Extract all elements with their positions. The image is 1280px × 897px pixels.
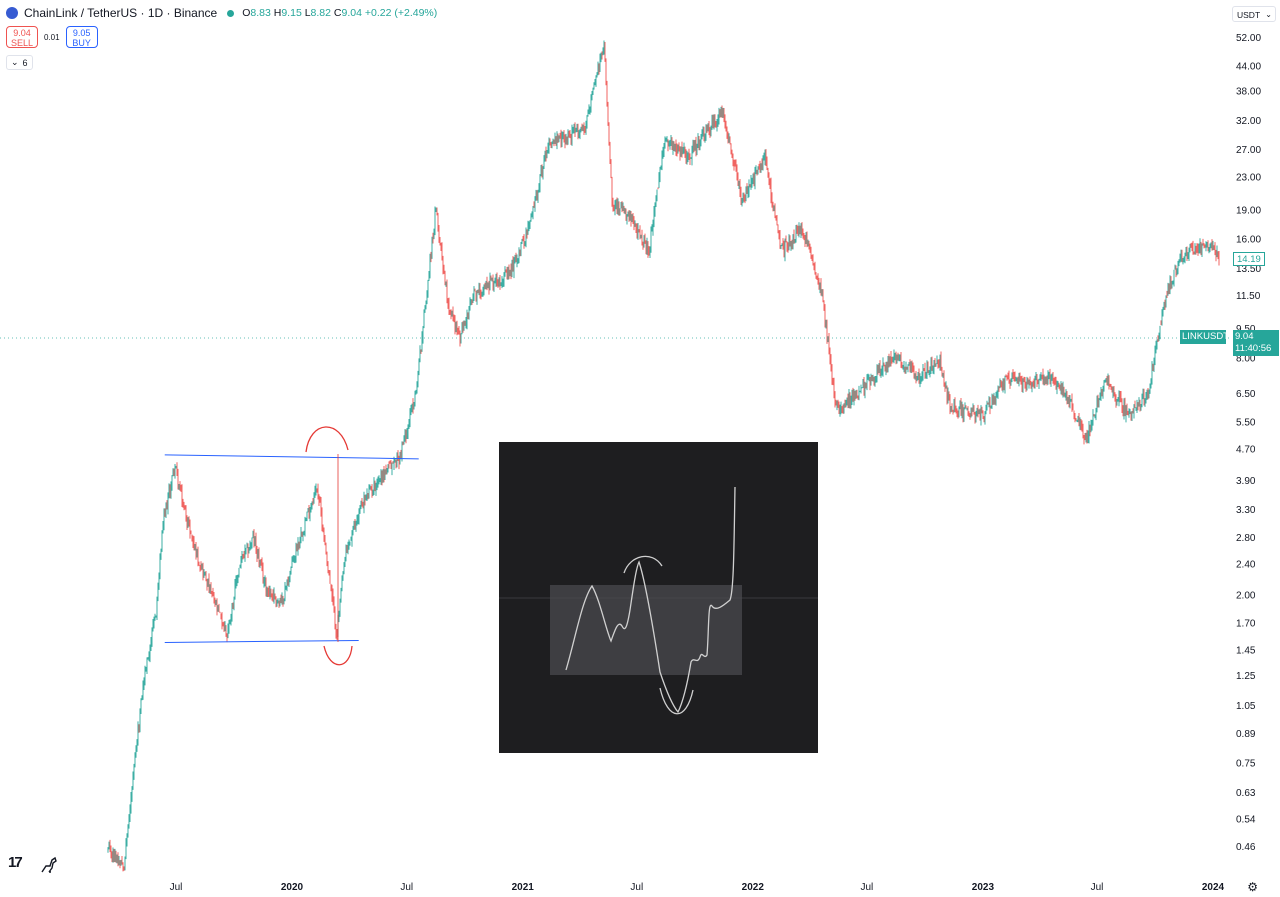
x-tick-label: Jul xyxy=(630,882,643,893)
indicators-count: 6 xyxy=(22,57,28,68)
price-marker-label: 14.19 xyxy=(1233,252,1265,266)
y-tick-label: 2.40 xyxy=(1236,559,1256,570)
y-tick-label: 9.50 xyxy=(1236,324,1256,335)
quick-trade: 9.04 SELL 0.01 9.05 BUY xyxy=(6,26,98,48)
y-tick-label: 3.30 xyxy=(1236,505,1256,516)
spread-value: 0.01 xyxy=(44,32,60,42)
x-tick-label: Jul xyxy=(400,882,413,893)
y-tick-label: 1.25 xyxy=(1236,671,1256,682)
range-trendlines[interactable] xyxy=(164,454,419,643)
inset-range-box xyxy=(550,585,742,675)
chainlink-logo-icon xyxy=(6,7,18,19)
pattern-annotations xyxy=(305,426,353,666)
dino-icon[interactable] xyxy=(40,854,58,874)
chart-legend[interactable]: ChainLink / TetherUS · 1D · Binance O8.8… xyxy=(6,6,437,20)
y-tick-label: 4.70 xyxy=(1236,444,1256,455)
market-open-icon xyxy=(227,9,235,17)
last-price-label: 9.04 11:40:56 xyxy=(1233,330,1279,356)
ohlc-values: O8.83 H9.15 L8.82 C9.04 +0.22 (+2.49%) xyxy=(242,7,438,19)
candlestick-series xyxy=(107,40,1220,872)
x-tick-label: 2022 xyxy=(742,882,765,893)
symbol-price-label: LINKUSDT xyxy=(1180,330,1229,344)
currency-label: USDT xyxy=(1237,10,1261,20)
bottom-arc-annotation xyxy=(323,645,353,666)
symbol-title[interactable]: ChainLink / TetherUS · 1D · Binance xyxy=(24,6,218,20)
y-tick-label: 2.80 xyxy=(1236,533,1256,544)
inset-bottom-arc xyxy=(659,687,694,715)
inset-top-arc xyxy=(623,555,663,574)
y-tick-label: 32.00 xyxy=(1236,116,1261,127)
y-tick-label: 1.70 xyxy=(1236,618,1256,629)
y-tick-label: 2.00 xyxy=(1236,591,1256,602)
y-tick-label: 44.00 xyxy=(1236,62,1261,73)
y-tick-label: 1.45 xyxy=(1236,646,1256,657)
x-tick-label: 2020 xyxy=(281,882,304,893)
top-arc-annotation xyxy=(305,426,349,453)
y-tick-label: 38.00 xyxy=(1236,87,1261,98)
time-axis[interactable]: Jul 2020 Jul 2021 Jul 2022 Jul 2023 Jul 2024 xyxy=(170,882,1225,893)
y-tick-label: 52.00 xyxy=(1236,33,1261,44)
range-lower-line[interactable] xyxy=(164,639,359,643)
y-tick-label: 13.50 xyxy=(1236,264,1261,275)
y-tick-label: 5.50 xyxy=(1236,417,1256,428)
price-axis[interactable]: 52.00 44.00 38.00 32.00 27.00 23.00 19.00 16.00… xyxy=(1236,33,1261,853)
x-tick-label: Jul xyxy=(1091,882,1104,893)
buy-button[interactable]: 9.05 BUY xyxy=(65,26,98,48)
chevron-down-icon: ⌄ xyxy=(1265,10,1272,19)
inset-sketch-line xyxy=(565,486,736,714)
tradingview-logo-icon[interactable]: 17 xyxy=(8,854,23,871)
chevron-down-icon: ⌄ xyxy=(11,57,19,67)
gear-icon[interactable]: ⚙ xyxy=(1247,880,1258,894)
y-tick-label: 6.50 xyxy=(1236,389,1256,400)
y-tick-label: 3.90 xyxy=(1236,476,1256,487)
x-tick-label: Jul xyxy=(170,882,183,893)
y-tick-label: 0.54 xyxy=(1236,815,1256,826)
y-tick-label: 11.50 xyxy=(1236,291,1261,302)
y-tick-label: 0.46 xyxy=(1236,842,1256,853)
x-tick-label: Jul xyxy=(861,882,874,893)
sell-button[interactable]: 9.04 SELL xyxy=(6,26,38,48)
y-tick-label: 23.00 xyxy=(1236,173,1261,184)
y-tick-label: 1.05 xyxy=(1236,701,1256,712)
range-upper-line[interactable] xyxy=(164,454,419,460)
y-tick-label: 19.00 xyxy=(1236,205,1261,216)
indicators-toggle[interactable]: ⌄ 6 xyxy=(6,55,33,70)
y-tick-label: 8.00 xyxy=(1236,353,1256,364)
y-tick-label: 16.00 xyxy=(1236,235,1261,246)
y-tick-label: 27.00 xyxy=(1236,145,1261,156)
pattern-inset xyxy=(499,442,818,753)
y-tick-label: 0.89 xyxy=(1236,729,1256,740)
x-tick-label: 2024 xyxy=(1202,882,1225,893)
y-tick-label: 0.75 xyxy=(1236,758,1256,769)
x-tick-label: 2023 xyxy=(972,882,995,893)
currency-select[interactable]: USDT ⌄ xyxy=(1232,6,1276,22)
x-tick-label: 2021 xyxy=(512,882,535,893)
y-tick-label: 0.63 xyxy=(1236,788,1256,799)
